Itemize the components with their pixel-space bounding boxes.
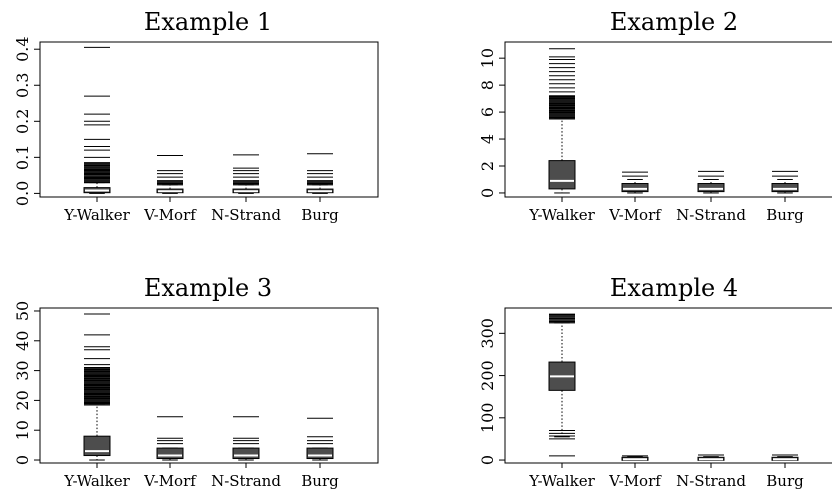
- panel-example-4: Example 4 0 100 200 300 Y-Walker V-Morf N-Str…: [478, 274, 832, 490]
- x-tick-label: Burg: [766, 472, 804, 490]
- plot-frame: [504, 307, 832, 464]
- y-tick-label: 0: [478, 455, 497, 465]
- panel-title: Example 3: [144, 274, 272, 302]
- y-axis: 0 100 200 300: [478, 318, 505, 465]
- panel-example-1: Example 1 0.0 0.1 0.2 0.3 0.4 Y-Walker V-Morf…: [13, 8, 379, 224]
- x-tick-label: N-Strand: [211, 206, 281, 224]
- y-tick-label: 30: [13, 360, 32, 380]
- y-tick-label: 0: [13, 455, 32, 465]
- y-tick-label: 0.0: [13, 181, 32, 206]
- x-axis: Y-Walker V-Morf N-Strand Burg: [63, 197, 339, 224]
- x-tick-label: Y-Walker: [528, 472, 595, 490]
- box: [83, 435, 111, 457]
- y-tick-label: 200: [478, 360, 497, 391]
- y-axis: 0.0 0.1 0.2 0.3 0.4: [13, 36, 40, 206]
- panel-title: Example 1: [144, 8, 272, 36]
- y-axis: 0 10 20 30 40 50: [13, 301, 40, 465]
- box: [156, 447, 184, 460]
- x-tick-label: Y-Walker: [63, 206, 130, 224]
- x-tick-label: V-Morf: [143, 472, 197, 490]
- y-tick-label: 0: [478, 188, 497, 198]
- panel-title: Example 4: [610, 274, 738, 302]
- y-tick-label: 0.1: [13, 145, 32, 170]
- box: [548, 160, 576, 190]
- box-marks: [548, 48, 799, 194]
- x-tick-label: V-Morf: [608, 472, 662, 490]
- x-tick-label: Burg: [301, 472, 339, 490]
- y-tick-label: 0.4: [13, 36, 32, 61]
- y-tick-label: 0.2: [13, 109, 32, 134]
- x-tick-label: V-Morf: [143, 206, 197, 224]
- y-axis: 0 2 4 6 8 10: [478, 48, 505, 198]
- y-tick-label: 6: [478, 107, 497, 117]
- y-tick-label: 0.3: [13, 73, 32, 98]
- plot-frame: [39, 307, 379, 464]
- x-tick-label: Burg: [766, 206, 804, 224]
- panel-example-3: Example 3 0 10 20 30 40 50 Y-Walker V-Morf N-St…: [13, 274, 379, 490]
- y-tick-label: 40: [13, 331, 32, 351]
- y-tick-label: 4: [478, 134, 497, 144]
- y-tick-label: 100: [478, 403, 497, 434]
- y-tick-label: 10: [478, 48, 497, 68]
- x-axis: Y-Walker V-Morf N-Strand Burg: [528, 463, 804, 490]
- panel-example-2: Example 2 0 2 4 6 8 10 Y-Walker V-Morf N-Strand…: [478, 8, 832, 224]
- box: [621, 183, 649, 193]
- x-tick-label: N-Strand: [676, 206, 746, 224]
- x-tick-label: N-Strand: [211, 472, 281, 490]
- x-tick-label: Burg: [301, 206, 339, 224]
- box-marks: [83, 313, 334, 461]
- x-tick-label: Y-Walker: [63, 472, 130, 490]
- y-tick-label: 8: [478, 80, 497, 90]
- x-axis: Y-Walker V-Morf N-Strand Burg: [63, 463, 339, 490]
- x-axis: Y-Walker V-Morf N-Strand Burg: [528, 197, 804, 224]
- plot-frame: [504, 41, 832, 198]
- plot-frame: [39, 41, 379, 198]
- y-tick-label: 300: [478, 318, 497, 349]
- x-tick-label: Y-Walker: [528, 206, 595, 224]
- x-tick-label: N-Strand: [676, 472, 746, 490]
- y-tick-label: 10: [13, 420, 32, 440]
- y-tick-label: 2: [478, 161, 497, 171]
- box: [232, 447, 260, 460]
- panel-title: Example 2: [610, 8, 738, 36]
- box: [771, 183, 799, 193]
- x-tick-label: V-Morf: [608, 206, 662, 224]
- box: [697, 183, 725, 193]
- box: [306, 447, 334, 460]
- box-marks: [83, 46, 334, 194]
- y-tick-label: 50: [13, 301, 32, 321]
- box-marks: [548, 313, 799, 461]
- y-tick-label: 20: [13, 390, 32, 410]
